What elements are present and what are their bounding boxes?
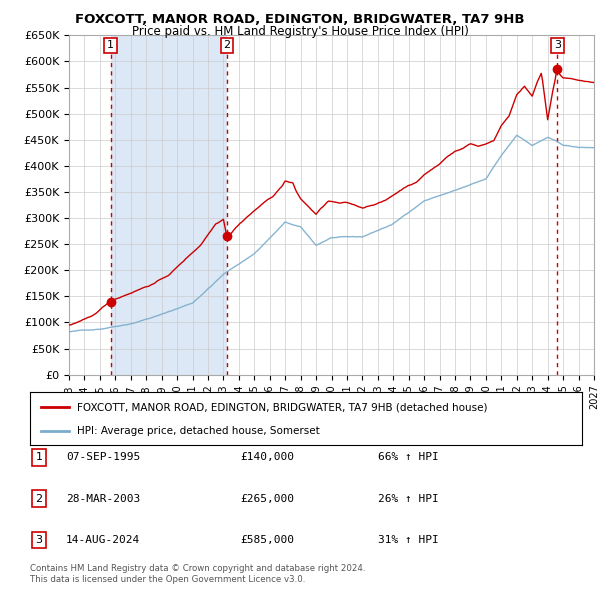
Text: 07-SEP-1995: 07-SEP-1995 xyxy=(66,453,140,462)
Text: 1: 1 xyxy=(35,453,43,462)
Text: £265,000: £265,000 xyxy=(240,494,294,503)
Text: FOXCOTT, MANOR ROAD, EDINGTON, BRIDGWATER, TA7 9HB (detached house): FOXCOTT, MANOR ROAD, EDINGTON, BRIDGWATE… xyxy=(77,402,487,412)
Text: 14-AUG-2024: 14-AUG-2024 xyxy=(66,535,140,545)
Bar xyxy=(110,35,227,375)
Text: £140,000: £140,000 xyxy=(240,453,294,462)
Text: Price paid vs. HM Land Registry's House Price Index (HPI): Price paid vs. HM Land Registry's House … xyxy=(131,25,469,38)
Text: 28-MAR-2003: 28-MAR-2003 xyxy=(66,494,140,503)
Text: 3: 3 xyxy=(554,41,561,51)
Text: 1: 1 xyxy=(107,41,114,51)
Text: 26% ↑ HPI: 26% ↑ HPI xyxy=(378,494,439,503)
Text: Contains HM Land Registry data © Crown copyright and database right 2024.: Contains HM Land Registry data © Crown c… xyxy=(30,565,365,573)
Text: This data is licensed under the Open Government Licence v3.0.: This data is licensed under the Open Gov… xyxy=(30,575,305,584)
Text: 66% ↑ HPI: 66% ↑ HPI xyxy=(378,453,439,462)
Text: HPI: Average price, detached house, Somerset: HPI: Average price, detached house, Some… xyxy=(77,425,320,435)
Text: 3: 3 xyxy=(35,535,43,545)
Text: 2: 2 xyxy=(35,494,43,503)
Text: £585,000: £585,000 xyxy=(240,535,294,545)
Text: 2: 2 xyxy=(224,41,230,51)
Text: FOXCOTT, MANOR ROAD, EDINGTON, BRIDGWATER, TA7 9HB: FOXCOTT, MANOR ROAD, EDINGTON, BRIDGWATE… xyxy=(75,13,525,26)
Text: 31% ↑ HPI: 31% ↑ HPI xyxy=(378,535,439,545)
